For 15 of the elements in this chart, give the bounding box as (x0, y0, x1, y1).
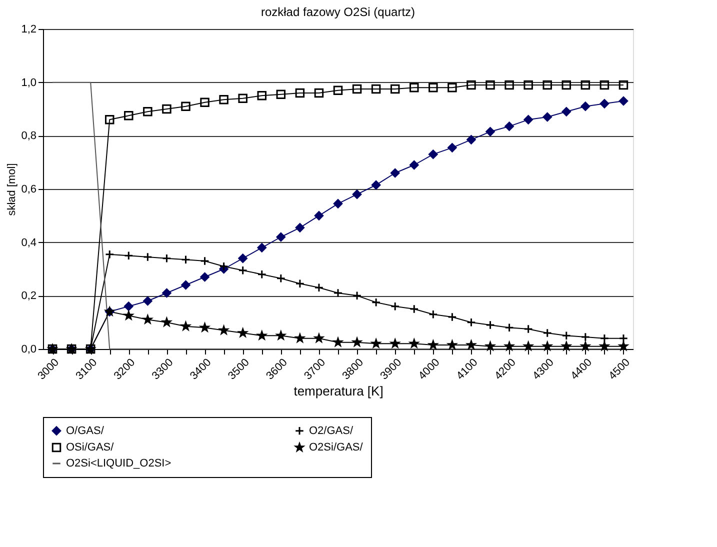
legend-label: OSi/GAS/ (66, 442, 115, 454)
legend-label: O2Si<LIQUID_O2SI> (66, 458, 172, 470)
y-tick-label: 0,0 (21, 344, 36, 356)
y-tick-label: 0,2 (21, 290, 36, 302)
y-tick-label: 0,6 (21, 184, 36, 196)
y-tick-label: 0,4 (21, 236, 36, 249)
chart-title: rozkład fazowy O2Si (quartz) (260, 5, 416, 19)
legend-label: O/GAS/ (66, 424, 105, 437)
y-tick-label: 1,0 (21, 76, 36, 89)
y-axis-title: skład [mol] (6, 163, 18, 216)
legend-label: O2/GAS/ (309, 424, 354, 437)
y-tick-label: 1,2 (21, 24, 36, 36)
y-tick-label: 0,8 (21, 130, 36, 142)
x-axis-title: temperatura [K] (294, 384, 384, 399)
legend-label: O2Si/GAS/ (309, 442, 364, 454)
